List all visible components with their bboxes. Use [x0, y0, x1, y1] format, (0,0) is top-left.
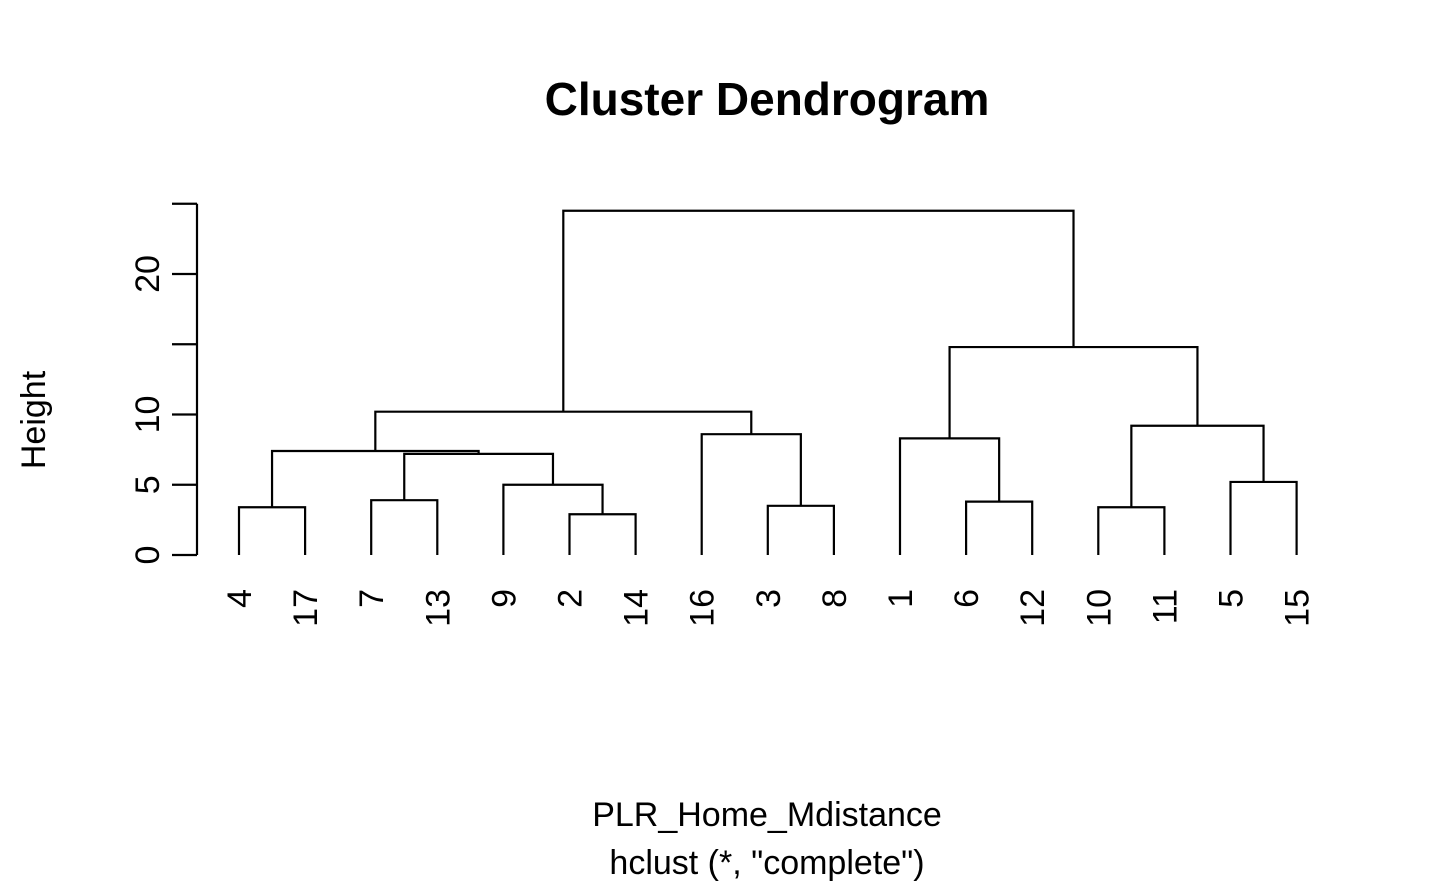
- merge-link: [502, 483, 604, 555]
- y-tick-label: 0: [129, 546, 167, 565]
- method-sublabel: hclust (*, "complete"): [609, 844, 924, 882]
- y-axis-label: Height: [15, 370, 53, 469]
- leaf-label: 3: [750, 589, 788, 608]
- leaf-label: 5: [1213, 589, 1251, 608]
- leaf-label: 14: [618, 589, 656, 627]
- merge-link: [562, 209, 1075, 412]
- leaf-label: 17: [287, 589, 325, 627]
- leaf-label: 2: [552, 589, 590, 608]
- merge-link: [370, 499, 439, 555]
- leaf-label: 13: [419, 589, 457, 627]
- leaf-label: 16: [684, 589, 722, 627]
- merge-link: [898, 437, 1001, 555]
- leaf-label: 1: [882, 589, 920, 608]
- dendrogram-branches: [237, 209, 1298, 555]
- merge-link: [270, 449, 480, 508]
- leaf-label: 15: [1279, 589, 1317, 627]
- merge-link: [700, 433, 802, 555]
- y-tick-label: 5: [129, 475, 167, 494]
- y-tick-label: 20: [129, 255, 167, 293]
- leaf-label: 10: [1080, 589, 1118, 627]
- merge-link: [1229, 480, 1298, 555]
- leaf-label: 6: [948, 589, 986, 608]
- leaf-label: 8: [816, 589, 854, 608]
- y-tick-label: 10: [129, 396, 167, 434]
- leaf-label: 4: [221, 589, 259, 608]
- merge-link: [965, 500, 1034, 555]
- chart-title: Cluster Dendrogram: [545, 73, 990, 125]
- x-axis-label: PLR_Home_Mdistance: [592, 796, 942, 834]
- leaf-label: 7: [353, 589, 391, 608]
- y-axis: 0 5 10 20: [129, 202, 199, 565]
- merge-link: [766, 504, 835, 555]
- merge-link: [237, 506, 307, 555]
- merge-link: [403, 452, 555, 501]
- merge-link: [1097, 506, 1166, 555]
- merge-link: [374, 410, 753, 452]
- leaf-label: 9: [485, 589, 523, 608]
- leaf-label: 11: [1146, 589, 1184, 624]
- merge-link: [568, 513, 637, 555]
- leaf-label: 12: [1014, 589, 1052, 627]
- leaf-labels: 4 17 7 13 9 2 14 16 3 8 1 6 12 10 11 5 15: [221, 589, 1317, 627]
- merge-link: [1130, 424, 1265, 508]
